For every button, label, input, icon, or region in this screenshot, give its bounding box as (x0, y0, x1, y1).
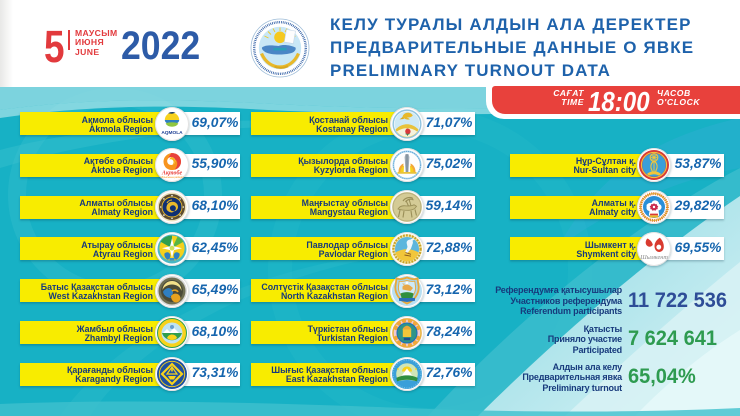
svg-text:Ақтөбе: Ақтөбе (161, 170, 183, 177)
svg-text:AQMOLA: AQMOLA (161, 130, 183, 136)
svg-text:облысының әкімдігі: облысының әкімдігі (160, 175, 184, 179)
svg-text:Шымкент: Шымкент (639, 254, 668, 261)
